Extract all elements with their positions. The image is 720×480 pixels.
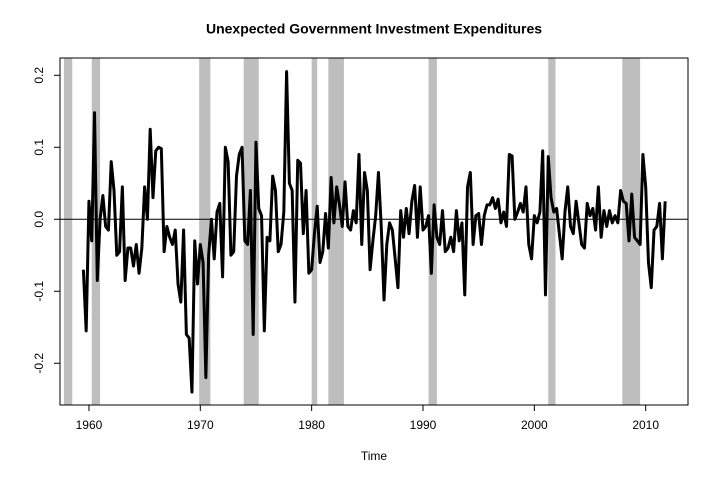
x-tick-label: 1960	[76, 418, 103, 432]
chart-title: Unexpected Government Investment Expendi…	[206, 21, 542, 37]
x-tick-label: 2000	[521, 418, 548, 432]
recession-band	[548, 58, 556, 405]
recession-band	[328, 58, 344, 405]
x-tick-label: 1980	[298, 418, 325, 432]
y-tick-label: 0.2	[32, 67, 46, 84]
x-axis-label: Time	[361, 449, 388, 463]
x-tick-label: 1970	[187, 418, 214, 432]
data-line	[81, 70, 667, 394]
recession-band	[199, 58, 211, 405]
plot-frame	[59, 57, 689, 406]
y-tick-label: 0.1	[32, 139, 46, 156]
x-tick-label: 2010	[632, 418, 659, 432]
recession-band	[63, 58, 73, 405]
x-tick-label: 1990	[410, 418, 437, 432]
y-tick-label: -0.1	[32, 281, 46, 302]
y-tick-label: -0.2	[32, 353, 46, 374]
recession-band	[622, 58, 641, 405]
y-tick-label: 0.0	[32, 211, 46, 228]
